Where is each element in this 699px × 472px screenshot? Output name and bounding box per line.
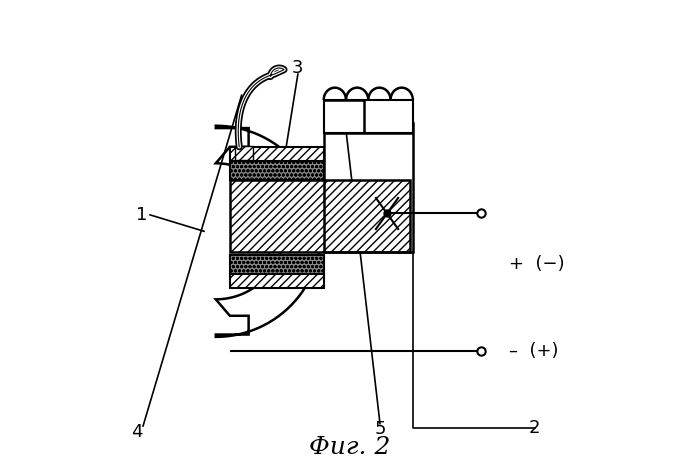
Text: 5: 5 [374, 421, 386, 438]
Text: +  (−): + (−) [509, 255, 565, 273]
Text: 2: 2 [529, 420, 540, 438]
Bar [230, 147, 324, 161]
Bar [324, 123, 413, 253]
Polygon shape [216, 126, 322, 337]
Text: –  (+): – (+) [509, 342, 559, 360]
Bar [324, 100, 413, 133]
Bar [230, 274, 324, 287]
Bar [230, 255, 324, 274]
Bar [230, 161, 324, 180]
Text: 4: 4 [131, 422, 143, 441]
Text: 3: 3 [292, 59, 303, 77]
Bar [230, 180, 410, 253]
Bar [235, 146, 253, 160]
Text: 1: 1 [136, 206, 147, 224]
Text: Фиг. 2: Фиг. 2 [309, 436, 390, 459]
